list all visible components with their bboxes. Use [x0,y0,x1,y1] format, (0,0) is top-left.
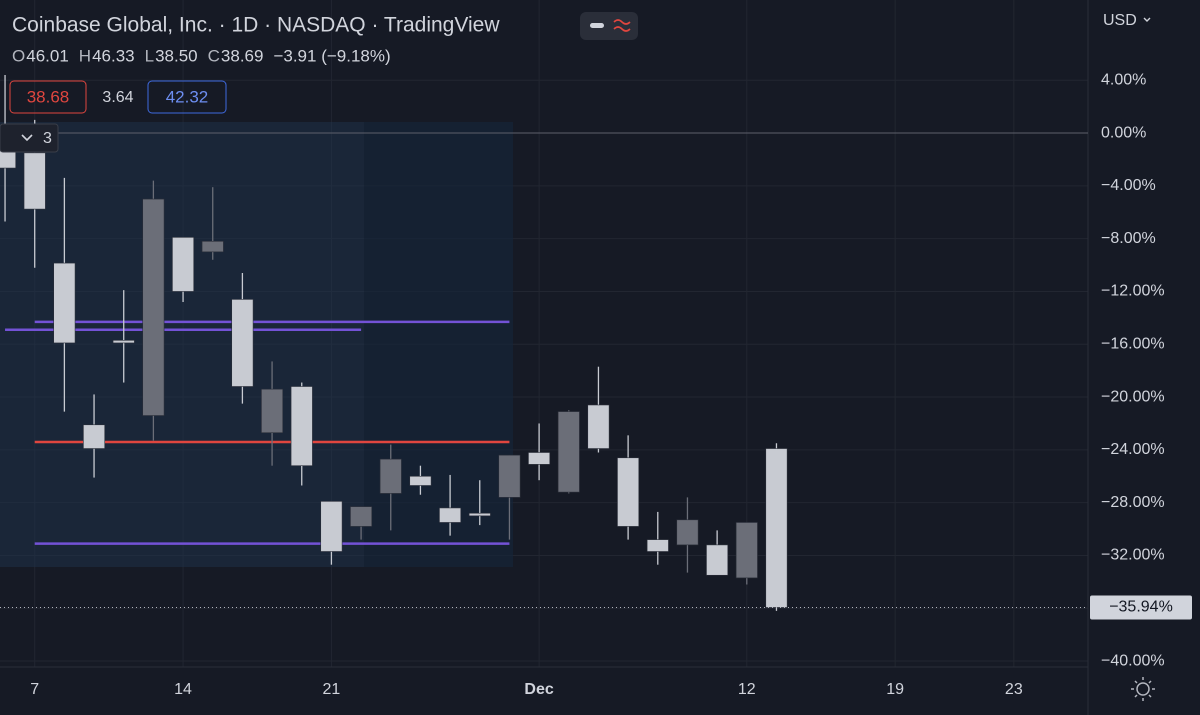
candle-body [23,152,46,210]
candle-body [201,240,224,253]
price-box-label: 42.32 [166,87,209,106]
x-tick-label: 19 [886,681,904,698]
ohlc-legend: O 46.01 H 46.33 L 38.50 C 38.69 −3.91 (−9.18%) [12,46,391,65]
y-tick-label: −28.00% [1101,494,1165,511]
y-tick-label: 4.00% [1101,71,1146,88]
ohlc-value: 46.33 [92,46,135,65]
x-tick-label: 14 [174,681,192,698]
chevron [1143,17,1151,22]
candle-body [735,522,758,579]
candle-body [53,262,76,344]
candle-body [468,512,491,517]
ohlc-value: 38.69 [221,46,264,65]
candle-body [557,411,580,493]
y-tick-label: −4.00% [1101,177,1156,194]
chart-title: Coinbase Global, Inc. · 1D · NASDAQ · Tr… [12,14,500,37]
y-tick-label: −16.00% [1101,335,1165,352]
y-tick-label: −40.00% [1101,652,1165,669]
x-tick-label: 21 [323,681,341,698]
axes: 4.00% 0.00% −4.00% −8.00% −12.00% −16.00% −20.… [30,71,1192,698]
badge-label: 3 [43,130,52,147]
chevron [21,134,33,142]
y-tick-label: −32.00% [1101,547,1165,564]
y-tick-label: −20.00% [1101,388,1165,405]
candle-body [765,448,788,608]
candle-body [231,299,254,387]
candle-body [676,519,699,546]
last-price-box [1090,595,1192,620]
x-tick-label: 7 [30,681,39,698]
grid [0,0,1088,667]
currency[interactable]: USD [1103,12,1137,29]
y-tick-label: −12.00% [1101,283,1165,300]
candle-body [587,404,610,449]
ohlc-change: −3.91 (−9.18%) [273,46,390,65]
candle-body [646,539,669,552]
candle-body [498,454,521,498]
price-box [147,80,227,114]
x-tick-label: 12 [738,681,756,698]
x-tick-label: Dec [524,681,553,698]
candle-body [706,544,729,576]
toggle-icon [590,23,604,28]
ohlc-value: 46.01 [26,46,69,65]
price-box [9,80,87,114]
candle-body [112,339,135,344]
candle-body [528,452,551,465]
toggle-icon [613,19,631,32]
ohlc-value: 38.50 [155,46,198,65]
x-tick-label: 23 [1005,681,1023,698]
last-price-label: −35.94% [1109,599,1173,616]
candle-body [617,457,640,527]
y-tick-label: −8.00% [1101,230,1156,247]
candle-body [439,507,462,523]
candle-body [290,386,313,466]
plot [0,74,1088,611]
volume-profile-area [0,122,513,567]
settings-icon[interactable] [1131,677,1155,701]
candle-body [409,475,432,486]
candle-body [172,237,195,292]
ohlc-key: H [79,46,91,65]
ohlc-key: C [208,46,220,65]
y-tick-label: −24.00% [1101,441,1165,458]
ohlc-key: L [145,46,154,65]
y-tick-label: 0.00% [1101,124,1146,141]
candle-body [261,388,284,433]
candle-body [142,198,165,416]
range-label: 3.64 [102,89,133,106]
toggle[interactable] [580,12,638,40]
ohlc-key: O [12,46,25,65]
candle-body [320,501,343,552]
volume-profile-area [364,122,513,567]
price-box-label: 38.68 [27,87,70,106]
candle-body [350,506,373,527]
candle-body [379,458,402,494]
candle-body [83,424,106,449]
